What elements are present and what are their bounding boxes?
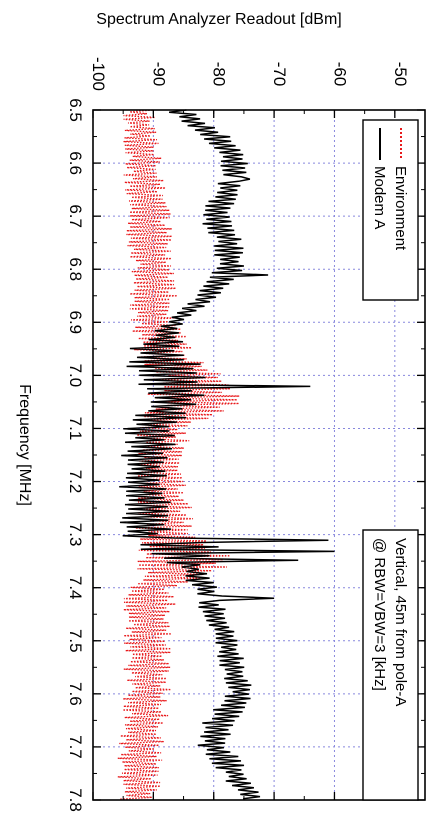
y-tick-labels: -100 -90 -80 -70 -60 -50 bbox=[89, 57, 410, 91]
legend-label-modem-a: Modem A bbox=[371, 166, 388, 229]
y-tick-label: -50 bbox=[391, 62, 410, 87]
series-layer bbox=[117, 109, 335, 800]
legend-box bbox=[362, 119, 419, 301]
x-tick-labels: 6.5 6.6 6.7 6.8 6.9 7.0 7.1 7.2 7.3 7.4 7.5 7.6 7.7 7… bbox=[66, 98, 85, 812]
x-tick-label: 7.3 bbox=[66, 523, 85, 547]
x-tick-label: 6.5 bbox=[66, 98, 85, 122]
annotation: Vertical, 45m from pole-A @ RBW=VBW=3 [k… bbox=[362, 529, 419, 801]
x-tick-label: 6.7 bbox=[66, 204, 85, 228]
x-tick-label: 6.8 bbox=[66, 257, 85, 281]
x-tick-label: 7.2 bbox=[66, 470, 85, 494]
x-axis-title: Frequency [MHz] bbox=[16, 384, 33, 506]
annotation-line-1: Vertical, 45m from pole-A bbox=[392, 538, 409, 706]
x-tick-label: 7.1 bbox=[66, 417, 85, 441]
x-tick-label: 7.7 bbox=[66, 735, 85, 759]
legend: Environment Modem A bbox=[362, 119, 419, 301]
y-tick-label: -70 bbox=[270, 62, 289, 87]
x-tick-label: 6.6 bbox=[66, 151, 85, 175]
y-tick-label: -80 bbox=[210, 62, 229, 87]
x-tick-label: 7.0 bbox=[66, 364, 85, 388]
x-tick-label: 7.8 bbox=[66, 788, 85, 812]
y-tick-label: -60 bbox=[330, 62, 349, 87]
annotation-line-2: @ RBW=VBW=3 [kHz] bbox=[371, 538, 388, 691]
x-tick-label: 7.4 bbox=[66, 576, 85, 600]
x-tick-label: 6.9 bbox=[66, 310, 85, 334]
series-modem-a-line bbox=[119, 109, 335, 800]
x-tick-label: 7.6 bbox=[66, 682, 85, 706]
y-axis-title: Spectrum Analyzer Readout [dBm] bbox=[96, 11, 341, 28]
x-tick-label: 7.5 bbox=[66, 629, 85, 653]
y-tick-label: -100 bbox=[89, 57, 108, 91]
legend-label-environment: Environment bbox=[392, 166, 409, 251]
annotation-box bbox=[362, 529, 419, 801]
y-tick-label: -90 bbox=[149, 62, 168, 87]
